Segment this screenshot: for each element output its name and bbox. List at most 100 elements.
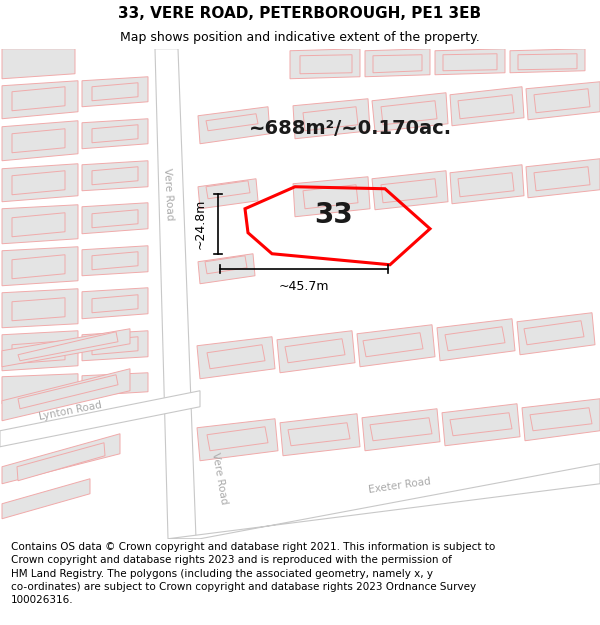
Polygon shape [82,246,148,276]
Polygon shape [198,107,270,144]
Polygon shape [12,87,65,111]
Text: Vere Road: Vere Road [161,168,175,220]
Polygon shape [435,49,505,75]
Text: Vere Road: Vere Road [211,452,229,506]
Polygon shape [12,171,65,195]
Polygon shape [372,171,448,210]
Polygon shape [373,55,422,72]
Polygon shape [82,119,148,149]
Polygon shape [92,337,138,355]
Polygon shape [12,298,65,321]
Polygon shape [82,161,148,191]
Polygon shape [92,82,138,101]
Polygon shape [522,399,600,441]
Polygon shape [534,167,590,191]
Text: ~688m²/~0.170ac.: ~688m²/~0.170ac. [248,119,452,138]
Polygon shape [2,205,78,244]
Polygon shape [510,49,585,72]
Polygon shape [2,329,130,367]
Polygon shape [12,213,65,237]
Polygon shape [18,375,118,409]
Polygon shape [18,332,118,361]
Polygon shape [198,179,258,209]
Polygon shape [365,49,430,77]
Polygon shape [197,337,275,379]
Text: 33, VERE ROAD, PETERBOROUGH, PE1 3EB: 33, VERE ROAD, PETERBOROUGH, PE1 3EB [118,6,482,21]
Polygon shape [82,288,148,319]
Polygon shape [300,55,352,74]
Polygon shape [92,125,138,142]
Polygon shape [458,95,514,119]
Polygon shape [293,177,370,217]
Polygon shape [2,369,130,421]
Polygon shape [82,77,148,107]
Polygon shape [372,92,448,132]
Polygon shape [363,332,423,357]
Polygon shape [207,345,265,369]
Polygon shape [206,181,250,199]
Polygon shape [303,185,358,209]
Polygon shape [2,374,78,404]
Polygon shape [437,319,515,361]
Polygon shape [2,479,90,519]
Polygon shape [370,418,432,441]
Polygon shape [12,341,65,364]
Polygon shape [280,414,360,456]
Polygon shape [92,252,138,270]
Text: Map shows position and indicative extent of the property.: Map shows position and indicative extent… [120,31,480,44]
Polygon shape [2,289,78,328]
Polygon shape [0,391,200,447]
Polygon shape [12,129,65,152]
Polygon shape [534,89,590,112]
Text: Contains OS data © Crown copyright and database right 2021. This information is : Contains OS data © Crown copyright and d… [11,542,495,605]
Polygon shape [526,82,600,120]
Polygon shape [207,427,268,451]
Polygon shape [92,295,138,312]
Polygon shape [2,331,78,371]
Text: Exeter Road: Exeter Road [368,476,432,495]
Polygon shape [198,254,255,284]
Polygon shape [197,419,278,461]
Polygon shape [288,422,350,446]
Polygon shape [82,202,148,234]
Polygon shape [82,331,148,361]
Polygon shape [381,101,437,125]
Polygon shape [2,49,75,79]
Polygon shape [92,210,138,227]
Polygon shape [2,121,78,161]
Polygon shape [2,164,78,202]
Polygon shape [293,99,370,139]
Polygon shape [518,54,577,70]
Polygon shape [92,167,138,185]
Polygon shape [206,114,258,131]
Polygon shape [82,372,148,396]
Polygon shape [357,325,435,367]
Polygon shape [442,404,520,446]
Polygon shape [277,331,355,372]
Polygon shape [290,49,360,79]
Polygon shape [2,81,78,119]
Text: ~24.8m: ~24.8m [193,199,206,249]
Polygon shape [205,256,247,274]
Polygon shape [450,87,524,126]
Polygon shape [155,49,196,539]
Polygon shape [443,54,497,71]
Polygon shape [530,408,592,431]
Text: Lynton Road: Lynton Road [38,400,103,422]
Polygon shape [2,247,78,286]
Polygon shape [445,327,505,351]
Polygon shape [524,321,584,345]
Polygon shape [450,412,512,436]
Polygon shape [381,179,437,202]
Polygon shape [458,173,514,197]
Text: ~45.7m: ~45.7m [279,280,329,293]
Polygon shape [17,442,105,481]
Polygon shape [517,312,595,355]
Polygon shape [285,339,345,362]
Polygon shape [450,165,524,204]
Polygon shape [303,107,358,131]
Polygon shape [526,159,600,198]
Polygon shape [362,409,440,451]
Text: 33: 33 [314,201,353,229]
Polygon shape [168,464,600,539]
